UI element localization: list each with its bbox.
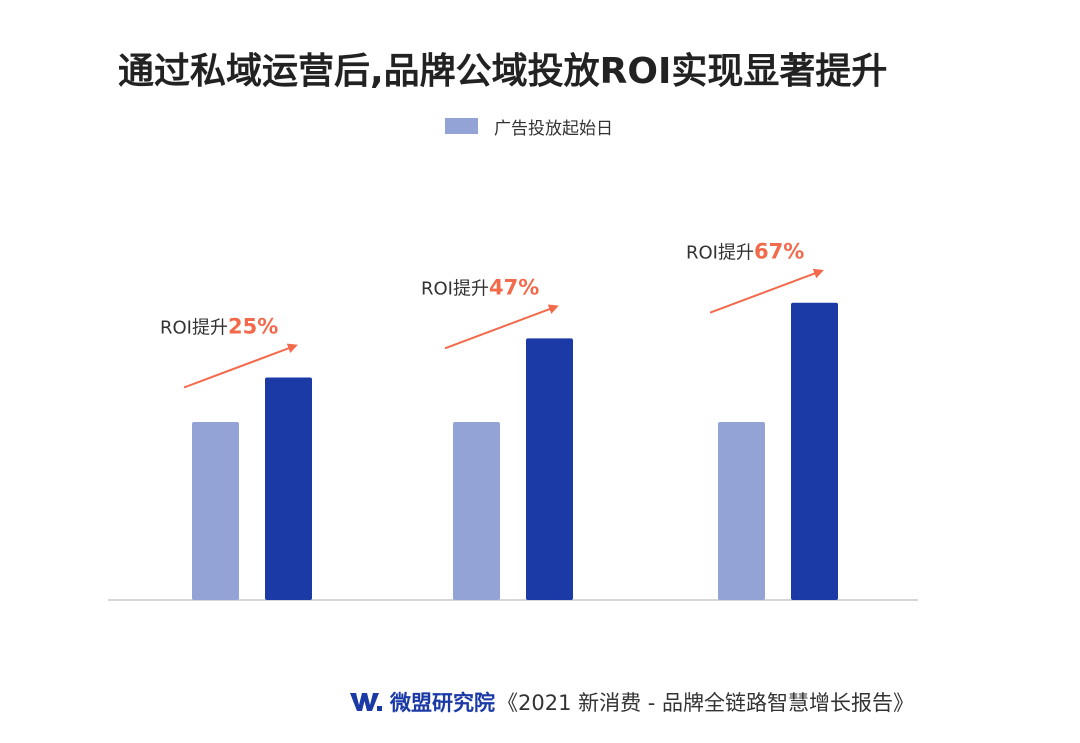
bar-series2-2	[526, 338, 573, 600]
legend: 广告投放起始日	[445, 114, 613, 139]
legend-swatch	[445, 118, 478, 134]
roi-annotation-2: ROI提升47%	[421, 275, 539, 299]
footer-report-title: 《2021 新消费 - 品牌全链路智慧增长报告》	[497, 691, 915, 715]
bar-series1-2	[453, 422, 500, 600]
wm-logo-icon	[350, 693, 382, 711]
roi-annotation-prefix: ROI提升	[421, 278, 489, 299]
legend-label: 广告投放起始日	[494, 118, 613, 139]
roi-annotation-3: ROI提升67%	[686, 240, 804, 264]
roi-annotation-value: 67%	[754, 240, 804, 264]
roi-annotation-prefix: ROI提升	[686, 243, 754, 264]
roi-annotation-1: ROI提升25%	[160, 315, 278, 339]
roi-annotation-value: 47%	[489, 275, 539, 299]
roi-arrow-1	[183, 343, 298, 389]
bar-series1-3	[718, 422, 765, 600]
roi-arrow-2	[444, 304, 559, 350]
roi-annotation-prefix: ROI提升	[160, 318, 228, 339]
footer: 微盟研究院 《2021 新消费 - 品牌全链路智慧增长报告》	[348, 686, 914, 718]
chart-title: 通过私域运营后,品牌公域投放ROI实现显著提升	[118, 51, 888, 92]
bar-series1-1	[192, 422, 239, 600]
footer-brand: 微盟研究院	[390, 691, 495, 715]
bar-series2-1	[265, 377, 312, 600]
bar-series2-3	[791, 302, 838, 600]
roi-arrow-3	[709, 268, 824, 314]
roi-annotation-value: 25%	[228, 315, 278, 339]
